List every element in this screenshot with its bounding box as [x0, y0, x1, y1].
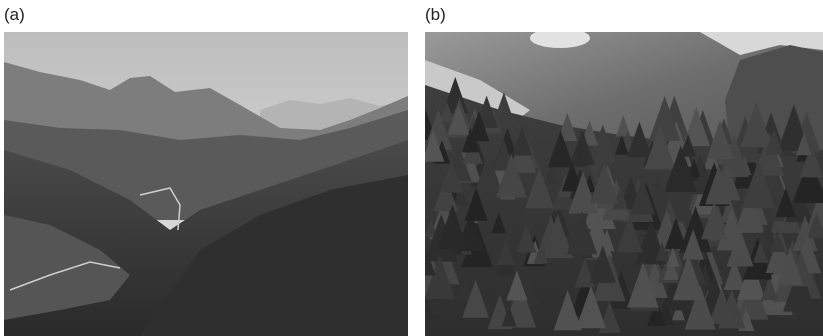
photo-a — [4, 32, 408, 336]
figure: (a) (b) — [0, 0, 823, 336]
panel-label: (b) — [425, 5, 446, 24]
cloud — [530, 28, 590, 48]
photo-b — [415, 28, 823, 336]
panel-label: (a) — [4, 5, 25, 24]
